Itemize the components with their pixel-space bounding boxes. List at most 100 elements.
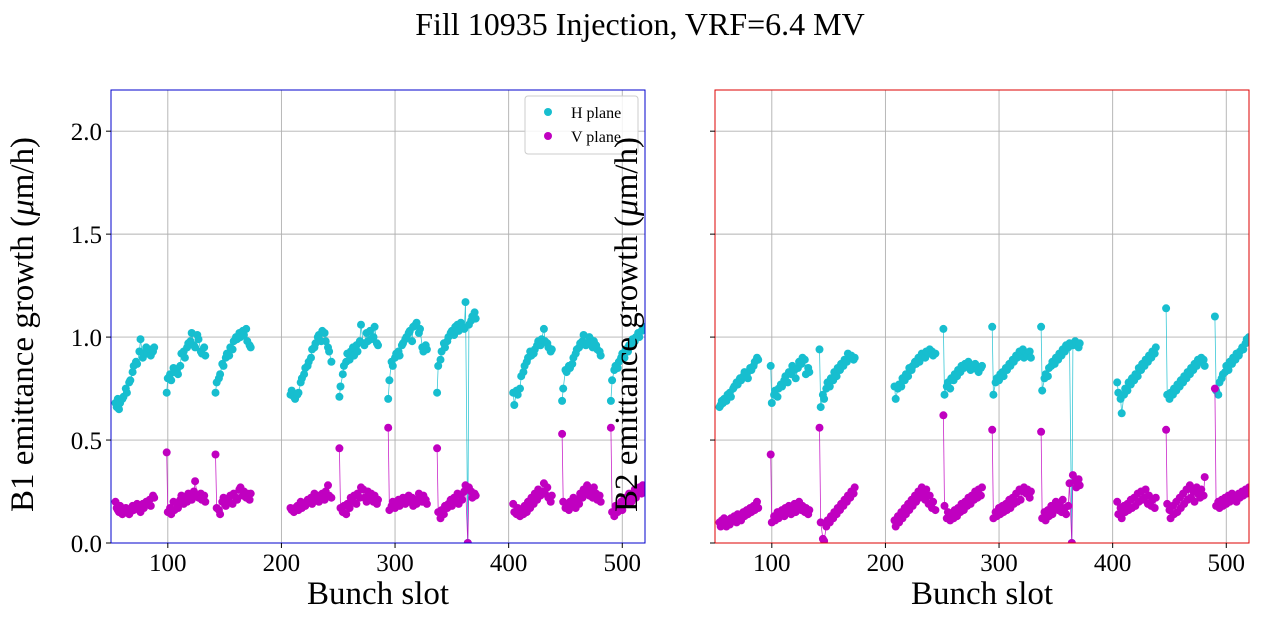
- figure-title: Fill 10935 Injection, VRF=6.4 MV: [415, 6, 865, 42]
- panel-b1-series-h-point: [608, 376, 617, 385]
- panel-b2-series-h-point: [778, 382, 786, 391]
- panel-b1-series-v-point: [471, 491, 480, 500]
- panel-b2-series-h-point: [783, 378, 792, 387]
- panel-b1-series-v-point: [162, 448, 171, 457]
- panel-b2-series-v-point: [1245, 483, 1249, 492]
- panel-b1-series-h-point: [246, 343, 255, 352]
- panel-b1-series-v-point: [345, 504, 354, 512]
- panel-b1-ytick-label: 1.0: [71, 325, 102, 352]
- panel-b2-series-v-point: [1075, 481, 1084, 490]
- panel-b1-series-v-point: [308, 499, 317, 508]
- panel-b1-series-v-point: [342, 510, 351, 519]
- panel-b2-series-v-point: [1048, 510, 1057, 519]
- panel-b1-series-h-point: [320, 329, 329, 337]
- panel-b1-ytick-label: 0.5: [71, 428, 102, 455]
- panel-b1-legend: H plane V plane: [524, 95, 639, 155]
- panel-b2-series-h-point: [1200, 361, 1209, 370]
- panel-b2-series-v-point: [1141, 485, 1150, 494]
- panel-b2-series-h-point: [1117, 409, 1126, 418]
- panel-b1-series-v-point: [543, 483, 552, 492]
- panel-b2-series-v-point: [988, 425, 997, 434]
- panel-b2-series-v-point: [976, 491, 985, 500]
- panel-b2-series-v-point: [1058, 495, 1067, 504]
- panel-b2-series-h-point: [1043, 372, 1052, 381]
- panel-b1-series-h-point: [558, 396, 567, 405]
- panel-b2-series-h-point: [1113, 378, 1122, 387]
- panel-b2-series-h-point: [1075, 339, 1084, 348]
- panel-b1-axes: 100 200 300 400 500 0.0 0.5 1.0 1.5 2.0 Bunch slot…: [5, 89, 646, 612]
- panel-b1-series-v-point: [422, 499, 431, 508]
- panel-b1-ytick-label: 0.0: [71, 531, 102, 558]
- panel-b2-series-v-point: [1074, 475, 1083, 484]
- panel-b1-series-h-point: [128, 368, 137, 377]
- panel-b1-series-h-point: [510, 401, 519, 409]
- panel-b2-series-v-point: [1242, 489, 1249, 498]
- panel-b1-series-v-point: [595, 491, 604, 500]
- panel-b2-series-h-point: [1239, 345, 1248, 354]
- panel-b1-series-h-point: [635, 333, 644, 342]
- panel-b2-series-h-point: [1037, 322, 1046, 331]
- panel-b2-series-v-point: [1037, 427, 1046, 436]
- panel-b1-series-h-point: [568, 359, 577, 368]
- panel-b1-series-h-point: [167, 376, 176, 385]
- panel-b1-series-v-point: [547, 491, 556, 500]
- panel-b1-series-h-point: [191, 343, 200, 352]
- panel-b2-series-h-point: [825, 382, 834, 391]
- panel-b1-series-h-point: [201, 351, 210, 360]
- panel-b1-series-v-point: [245, 495, 254, 504]
- panel-b1-series-h-point: [336, 382, 345, 391]
- panel-b1-series-h-point: [433, 388, 442, 397]
- panel-b2-frame: [714, 89, 1250, 544]
- panel-b1-series-v-point: [201, 497, 210, 506]
- panel-b1-series-h-point: [300, 370, 309, 379]
- panel-b2-ylabel: B2 emittance growth (μm/h): [609, 137, 645, 512]
- panel-b1-series-h-point: [641, 322, 645, 331]
- panel-b1-legend-label: V plane: [571, 129, 621, 146]
- panel-b1-series-h-point: [325, 347, 334, 356]
- panel-b2-series-h-point: [726, 392, 735, 401]
- panel-b1-series-h-point: [133, 359, 142, 368]
- panel-b1-series-h-point: [470, 308, 479, 317]
- panel-b1-series-v-point: [641, 485, 645, 494]
- panel-b1-series-h-point: [211, 388, 220, 397]
- panel-b1-legend-marker: [544, 132, 552, 140]
- panel-b1-xtick-label: 200: [263, 550, 301, 577]
- panel-b1-series-h-point: [539, 324, 548, 333]
- panel-b1-series-h-point: [122, 388, 131, 397]
- panel-b2-series-h-point: [897, 382, 906, 391]
- panel-b1-series-h-point: [422, 345, 431, 354]
- panel-b2-series-v-point: [816, 518, 825, 527]
- panel-b1-series-h-point: [434, 361, 443, 370]
- panel-b1-series-v-point: [327, 493, 336, 502]
- panel-b1-series-h-point: [471, 314, 480, 323]
- panel-b1-data: [111, 298, 645, 543]
- panel-b1-series-h-point: [416, 324, 424, 333]
- panel-b2-series-v-point: [1185, 481, 1194, 490]
- panel-b1-series-h-point: [307, 353, 315, 362]
- panel-b1-legend-marker: [544, 108, 552, 116]
- panel-b2-series-v-point: [1064, 501, 1073, 510]
- panel-b2-series-h-point: [971, 359, 980, 368]
- panel-b1-ytick-label: 1.5: [71, 222, 102, 249]
- panel-b1-series-h-point: [239, 331, 248, 339]
- panel-b1-series-h-point: [180, 353, 189, 362]
- panel-b2-series-v-point: [766, 450, 775, 459]
- panel-b2-series-v-point: [1197, 485, 1206, 494]
- panel-b1-series-h-point: [516, 384, 524, 393]
- panel-b2-series-h-point: [773, 392, 782, 401]
- panel-b2-series-h-point: [1162, 304, 1171, 313]
- panel-b2-xlabel: Bunch slot: [911, 576, 1053, 612]
- panel-b1-series-v-point: [150, 493, 159, 502]
- panel-b2-series-h-point: [904, 372, 913, 381]
- panel-b2-series-h-point: [743, 374, 752, 383]
- panel-b2-series-v-point: [1162, 425, 1171, 434]
- panel-b1-series-v-point: [618, 506, 627, 515]
- panel-b1-series-h-point: [559, 384, 568, 393]
- panel-b1-series-h-point: [327, 357, 336, 366]
- panel-b1-series-v-point: [439, 510, 448, 519]
- panel-b1-series-v-point: [335, 444, 344, 453]
- panel-b2-series-h-point: [1123, 386, 1132, 395]
- panel-b1-series-h-point: [369, 333, 378, 342]
